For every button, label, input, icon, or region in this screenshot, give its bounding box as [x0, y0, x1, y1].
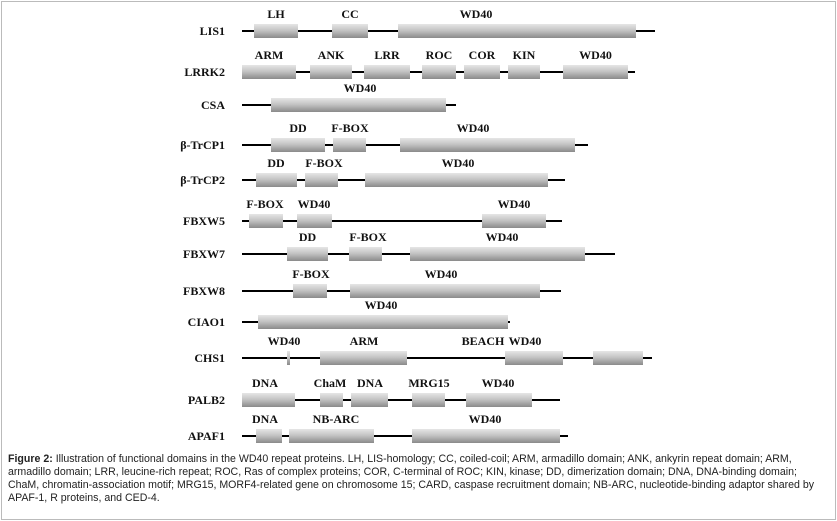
domain-box	[254, 24, 298, 38]
domain-label: COR	[469, 48, 496, 62]
domain-box	[242, 393, 295, 407]
domain-label: F-BOX	[292, 267, 330, 281]
domain-label: DD	[299, 230, 317, 244]
domain-label: BEACH	[462, 334, 505, 348]
domain-box	[422, 65, 456, 79]
domain-label: DNA	[252, 376, 278, 390]
domain-label: WD40	[442, 156, 475, 170]
domain-box	[256, 173, 297, 187]
domain-box	[365, 173, 548, 187]
domain-label: WD40	[469, 412, 502, 426]
domain-label: F-BOX	[305, 156, 343, 170]
domain-box	[412, 393, 445, 407]
protein-name: FBXW5	[183, 214, 225, 228]
domain-box	[466, 393, 532, 407]
protein-name: CHS1	[194, 351, 225, 365]
domain-box	[482, 214, 546, 228]
domain-label: ANK	[318, 48, 345, 62]
domain-box	[400, 138, 575, 152]
domain-box	[256, 429, 282, 443]
domain-box	[464, 65, 500, 79]
domain-box	[271, 138, 325, 152]
domain-box	[332, 24, 368, 38]
domain-box	[293, 284, 327, 298]
protein-name: PALB2	[188, 393, 225, 407]
domain-label: DD	[289, 121, 307, 135]
domain-label: WD40	[486, 230, 519, 244]
domain-label: WD40	[365, 298, 398, 312]
domain-box	[297, 214, 332, 228]
protein-name: LIS1	[200, 24, 225, 38]
caption-text: Illustration of functional domains in th…	[8, 453, 815, 504]
domain-label: F-BOX	[246, 197, 284, 211]
domain-label: ROC	[426, 48, 453, 62]
domain-box	[508, 65, 540, 79]
domain-box	[320, 393, 343, 407]
domain-label: WD40	[425, 267, 458, 281]
domain-label: WD40	[460, 7, 493, 21]
domain-box	[412, 429, 560, 443]
domain-label: DD	[267, 156, 285, 170]
caption-label: Figure 2:	[8, 453, 53, 465]
domain-label: ARM	[255, 48, 284, 62]
domain-label: WD40	[344, 81, 377, 95]
domain-box	[249, 214, 283, 228]
domain-box	[289, 429, 374, 443]
domain-box	[350, 284, 540, 298]
domain-label: WD40	[482, 376, 515, 390]
domain-label: WD40	[509, 334, 542, 348]
domain-label: WD40	[298, 197, 331, 211]
domain-box	[351, 393, 388, 407]
domain-box	[410, 247, 585, 261]
domain-box	[242, 65, 296, 79]
domain-label: F-BOX	[349, 230, 387, 244]
domain-label: MRG15	[408, 376, 449, 390]
domain-box	[320, 351, 407, 365]
domain-box	[258, 315, 508, 329]
domain-box	[593, 351, 643, 365]
domain-label: LRR	[374, 48, 400, 62]
protein-name: β-TrCP1	[180, 138, 225, 152]
domain-label: ChaM	[314, 376, 347, 390]
protein-name: FBXW8	[183, 284, 225, 298]
domain-label: F-BOX	[331, 121, 369, 135]
protein-name: FBXW7	[183, 247, 225, 261]
domain-box	[349, 247, 382, 261]
domain-label: LH	[267, 7, 285, 21]
domain-box	[364, 65, 410, 79]
domain-label: KIN	[513, 48, 536, 62]
caption: Figure 2: Illustration of functional dom…	[8, 453, 828, 505]
domain-label: WD40	[268, 334, 301, 348]
protein-name: β-TrCP2	[180, 173, 225, 187]
domain-box	[398, 24, 636, 38]
domain-box	[287, 351, 290, 365]
domain-label: WD40	[457, 121, 490, 135]
domain-label: WD40	[579, 48, 612, 62]
domain-box	[305, 173, 338, 187]
domain-label: WD40	[498, 197, 531, 211]
domain-label: NB-ARC	[313, 412, 360, 426]
domain-box	[333, 138, 366, 152]
protein-name: CIAO1	[188, 315, 225, 329]
domain-label: ARM	[350, 334, 379, 348]
domain-label: DNA	[357, 376, 383, 390]
protein-name: APAF1	[188, 429, 225, 443]
domain-box	[287, 247, 328, 261]
domain-box	[563, 65, 628, 79]
domain-box	[310, 65, 352, 79]
protein-name: LRRK2	[184, 65, 225, 79]
domain-box	[505, 351, 563, 365]
protein-name: CSA	[201, 98, 225, 112]
domain-label: CC	[341, 7, 358, 21]
domain-box	[271, 98, 446, 112]
domain-label: DNA	[252, 412, 278, 426]
